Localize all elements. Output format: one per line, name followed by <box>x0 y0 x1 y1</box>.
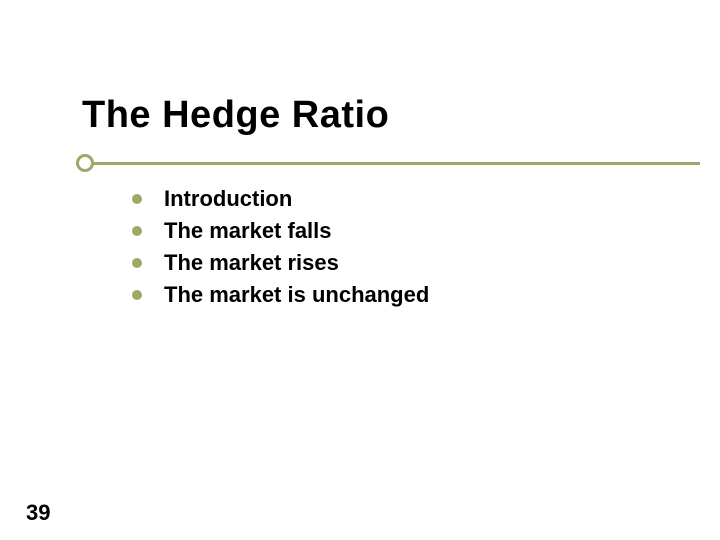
bullet-icon <box>132 258 142 268</box>
title-rule-line <box>76 162 700 165</box>
list-item: The market rises <box>132 250 429 276</box>
bullet-text: Introduction <box>164 186 292 212</box>
title-rule <box>76 154 700 174</box>
list-item: The market is unchanged <box>132 282 429 308</box>
page-number: 39 <box>26 500 50 526</box>
bullet-icon <box>132 290 142 300</box>
list-item: The market falls <box>132 218 429 244</box>
slide: The Hedge Ratio Introduction The market … <box>0 0 720 540</box>
bullet-icon <box>132 226 142 236</box>
list-item: Introduction <box>132 186 429 212</box>
bullet-icon <box>132 194 142 204</box>
title-block: The Hedge Ratio <box>82 94 389 137</box>
title-rule-dot <box>76 154 94 172</box>
bullet-text: The market falls <box>164 218 332 244</box>
bullet-text: The market rises <box>164 250 339 276</box>
slide-title: The Hedge Ratio <box>82 94 389 137</box>
bullet-text: The market is unchanged <box>164 282 429 308</box>
bullet-list: Introduction The market falls The market… <box>132 186 429 314</box>
